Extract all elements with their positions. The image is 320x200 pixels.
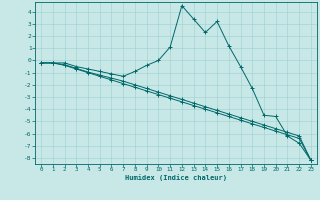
X-axis label: Humidex (Indice chaleur): Humidex (Indice chaleur) [125, 174, 227, 181]
